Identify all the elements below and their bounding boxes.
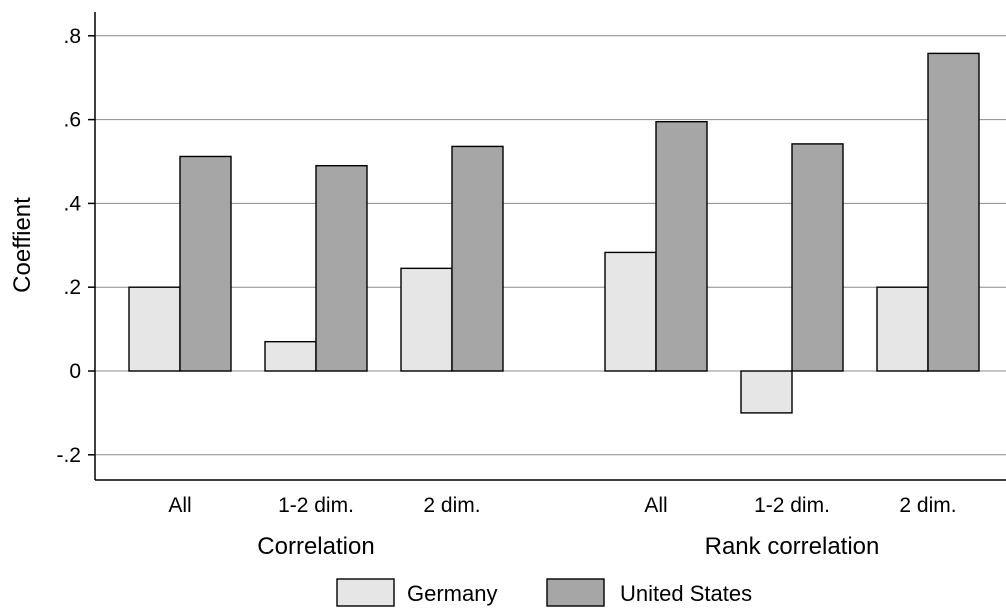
y-tick-label: .4 xyxy=(63,192,81,215)
bar-germany xyxy=(128,286,181,372)
group-label: Correlation xyxy=(257,533,374,560)
y-tick-label: 0 xyxy=(69,360,81,383)
legend-swatch-united-states xyxy=(546,578,605,607)
legend-swatch-germany xyxy=(336,578,395,607)
category-label: 1-2 dim. xyxy=(278,494,354,517)
category-label: 2 dim. xyxy=(423,494,480,517)
category-label: 1-2 dim. xyxy=(754,494,830,517)
y-tick-label: .2 xyxy=(63,276,81,299)
y-tick-label: .8 xyxy=(63,25,81,48)
group-label: Rank correlation xyxy=(705,533,880,560)
y-ticks: -.2 0 .2 .4 .6 .8 xyxy=(56,25,95,467)
bar-germany xyxy=(740,370,793,414)
category-label: All xyxy=(644,494,667,517)
legend-label: Germany xyxy=(407,581,497,606)
bar-united-states xyxy=(315,164,368,372)
bar-germany xyxy=(604,251,657,372)
bar-germany xyxy=(400,267,453,372)
category-label: All xyxy=(168,494,191,517)
y-tick-label: .6 xyxy=(63,109,81,132)
legend: Germany United States xyxy=(336,578,752,607)
bar-united-states xyxy=(655,120,708,372)
bar-united-states xyxy=(451,145,504,372)
bar-germany xyxy=(876,286,929,372)
bar-united-states xyxy=(179,155,232,372)
category-label: 2 dim. xyxy=(899,494,956,517)
y-tick-label: -.2 xyxy=(56,444,81,467)
y-axis-title: Coeffient xyxy=(9,197,36,293)
bars xyxy=(128,52,980,414)
legend-label: United States xyxy=(620,581,752,606)
bar-germany xyxy=(264,340,317,372)
bar-united-states xyxy=(791,143,844,372)
bar-united-states xyxy=(927,52,980,372)
category-labels: All 1-2 dim. 2 dim. Correlation All 1-2 dim. 2… xyxy=(168,494,956,560)
gridlines xyxy=(95,35,1006,456)
axes xyxy=(94,12,1006,481)
